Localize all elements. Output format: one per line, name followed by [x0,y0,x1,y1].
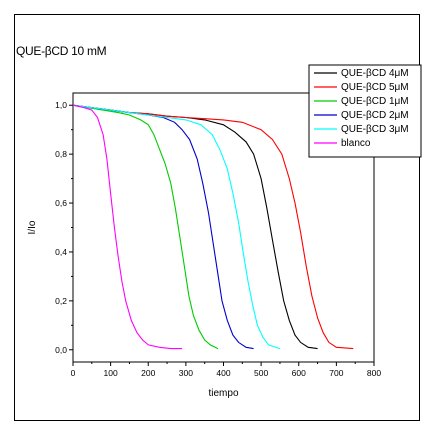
y-axis-label: I/Io [27,220,38,234]
legend-label: QUE-βCD 4μM [341,68,409,79]
x-tick-label: 200 [141,368,155,378]
series-line [72,104,354,350]
y-tick-label: 0,8 [55,149,67,159]
series-line [72,104,219,350]
x-tick-label: 400 [216,368,230,378]
x-axis-label: tiempo [208,388,238,399]
x-tick-label: 0 [71,368,76,378]
y-tick-label: 1,0 [55,100,67,110]
y-tick-label: 0,6 [55,198,67,208]
legend-label: QUE-βCD 2μM [341,110,409,121]
series-line [72,104,281,350]
legend-label: QUE-βCD 3μM [341,124,409,135]
series-line [72,104,183,350]
y-tick-label: 0,2 [55,296,67,306]
legend-box [308,64,422,158]
legend-label: QUE-βCD 5μM [341,82,409,93]
x-tick-label: 100 [104,368,118,378]
series-line [72,104,254,350]
legend-label: blanco [341,138,371,149]
y-tick-label: 0,4 [55,247,67,257]
series-line [72,104,318,350]
legend-label: QUE-βCD 1μM [341,96,409,107]
x-tick-label: 500 [254,368,268,378]
x-tick-label: 300 [179,368,193,378]
x-tick-label: 700 [329,368,343,378]
y-tick-label: 0,0 [55,345,67,355]
x-tick-label: 600 [292,368,306,378]
x-tick-label: 800 [367,368,381,378]
chart-title: QUE-βCD 10 mM [16,44,107,58]
